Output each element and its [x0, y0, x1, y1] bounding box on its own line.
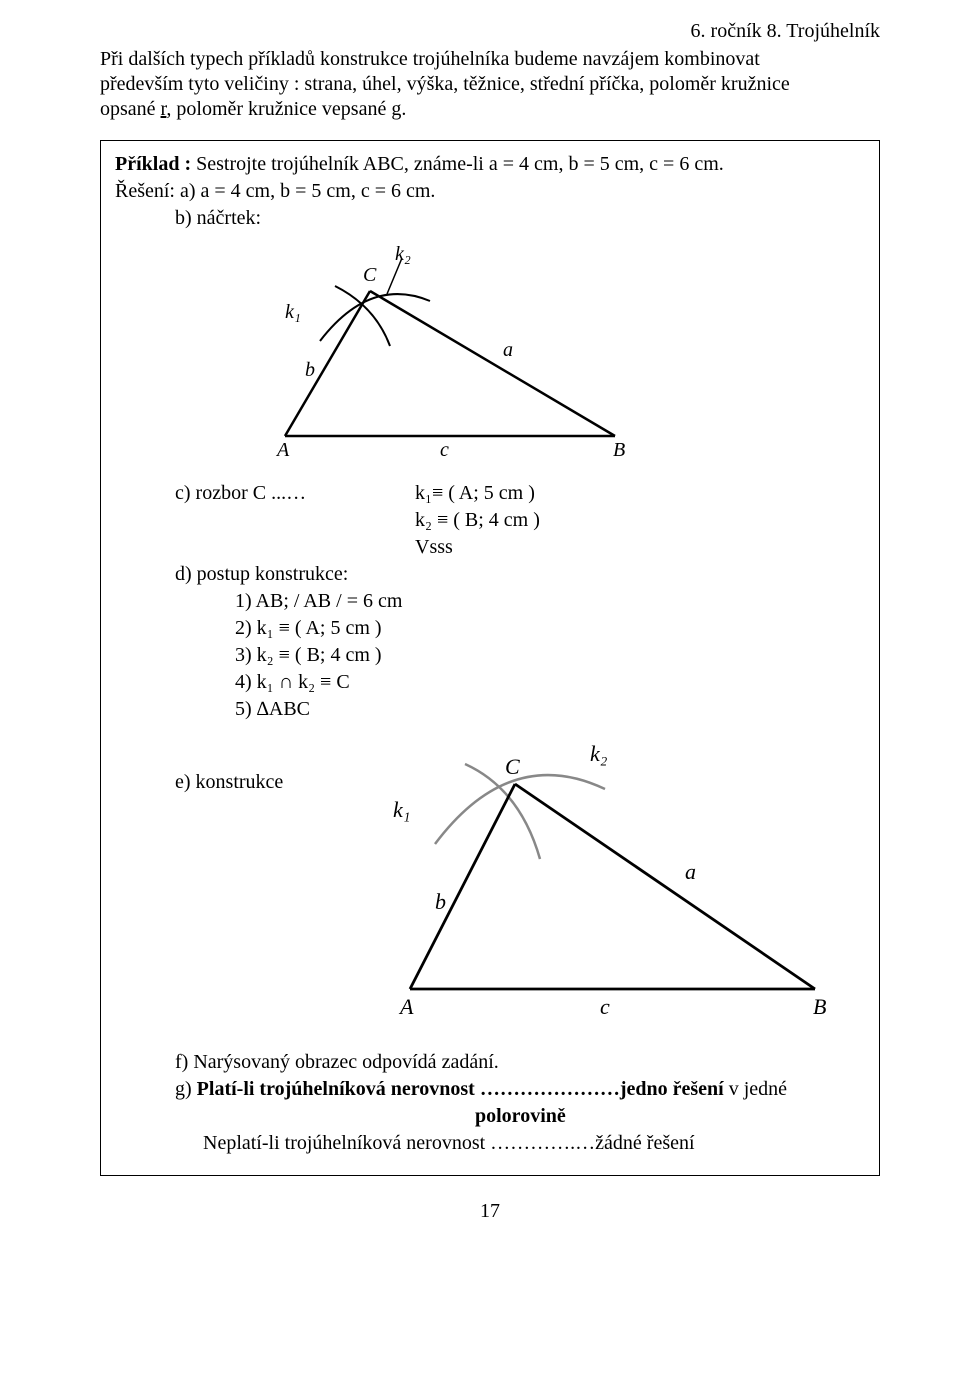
intro-g: g — [391, 98, 401, 120]
postup-title: d) postup konstrukce: — [175, 561, 865, 588]
intro-line3-mid: , poloměr kružnice vepsané — [166, 98, 391, 120]
postup-1: 1) AB; / AB / = 6 cm — [235, 588, 865, 615]
example-text: Sestrojte trojúhelník ABC, známe-li a = … — [191, 153, 724, 175]
svg-text:A: A — [398, 994, 414, 1019]
bottom-g-tail: v jedné — [724, 1078, 787, 1100]
bottom-g-line3: Neplatí-li trojúhelníková nerovnost …………… — [203, 1130, 865, 1157]
solution-a: Řešení: a) a = 4 cm, b = 5 cm, c = 6 cm. — [115, 178, 865, 205]
rozbor-r2: k₂ ≡ ( B; 4 cm ) — [415, 507, 865, 534]
rozbor-block: c) rozbor C ...… k₁≡ ( A; 5 cm ) k₂ ≡ ( … — [175, 480, 865, 561]
construction-figure: A B C c b a k₁ k₂ — [355, 729, 855, 1029]
sketch-figure: A B C c b a k₁ k₂ — [235, 246, 655, 466]
svg-text:k₂: k₂ — [590, 741, 608, 766]
svg-text:b: b — [305, 359, 315, 381]
page: 6. ročník 8. Trojúhelník Při dalších typ… — [0, 0, 960, 1263]
postup-5: 5) ∆ABC — [235, 696, 865, 723]
bottom-block: f) Narýsovaný obrazec odpovídá zadání. g… — [175, 1049, 865, 1157]
svg-text:C: C — [505, 754, 520, 779]
intro-line1: Při dalších typech příkladů konstrukce t… — [100, 48, 760, 70]
intro-line2: především tyto veličiny : strana, úhel, … — [100, 73, 790, 95]
postup-3: 3) k₂ ≡ ( B; 4 cm ) — [235, 642, 865, 669]
postup-2: 2) k₁ ≡ ( A; 5 cm ) — [235, 615, 865, 642]
bottom-g-line1: g) Platí-li trojúhelníková nerovnost ………… — [175, 1076, 865, 1103]
postup-list: 1) AB; / AB / = 6 cm 2) k₁ ≡ ( A; 5 cm )… — [175, 588, 865, 723]
bottom-f: f) Narýsovaný obrazec odpovídá zadání. — [175, 1049, 865, 1076]
intro-line3-prefix: opsané — [100, 98, 161, 120]
svg-text:k₁: k₁ — [285, 301, 301, 323]
svg-text:c: c — [440, 439, 449, 461]
svg-text:a: a — [503, 339, 513, 361]
svg-text:A: A — [275, 439, 290, 461]
example-box: Příklad : Sestrojte trojúhelník ABC, zná… — [100, 140, 880, 1176]
rozbor-r1: k₁≡ ( A; 5 cm ) — [415, 480, 865, 507]
construction-label: e) konstrukce — [175, 729, 355, 796]
svg-text:B: B — [813, 994, 826, 1019]
svg-text:k₂: k₂ — [395, 246, 411, 265]
svg-text:c: c — [600, 994, 610, 1019]
header-course: 6. ročník 8. Trojúhelník — [100, 20, 880, 43]
example-label: Příklad : — [115, 153, 191, 175]
solution-b: b) náčrtek: — [175, 205, 865, 232]
svg-text:b: b — [435, 889, 446, 914]
intro-line3-end: . — [401, 98, 406, 120]
bottom-g-prefix: g) — [175, 1078, 197, 1100]
svg-text:a: a — [685, 859, 696, 884]
example-heading: Příklad : Sestrojte trojúhelník ABC, zná… — [115, 151, 865, 178]
page-number: 17 — [100, 1200, 880, 1223]
bottom-g-bold: Platí-li trojúhelníková nerovnost ………………… — [197, 1078, 724, 1100]
bottom-g-line2: polorovině — [475, 1103, 865, 1130]
svg-text:k₁: k₁ — [393, 797, 410, 822]
svg-text:C: C — [363, 264, 377, 286]
rozbor-r3: Vsss — [415, 534, 865, 561]
rozbor-left: c) rozbor C ...… — [175, 480, 415, 507]
postup-4: 4) k₁ ∩ k₂ ≡ C — [235, 669, 865, 696]
svg-text:B: B — [613, 439, 625, 461]
intro-paragraph: Při dalších typech příkladů konstrukce t… — [100, 47, 880, 122]
